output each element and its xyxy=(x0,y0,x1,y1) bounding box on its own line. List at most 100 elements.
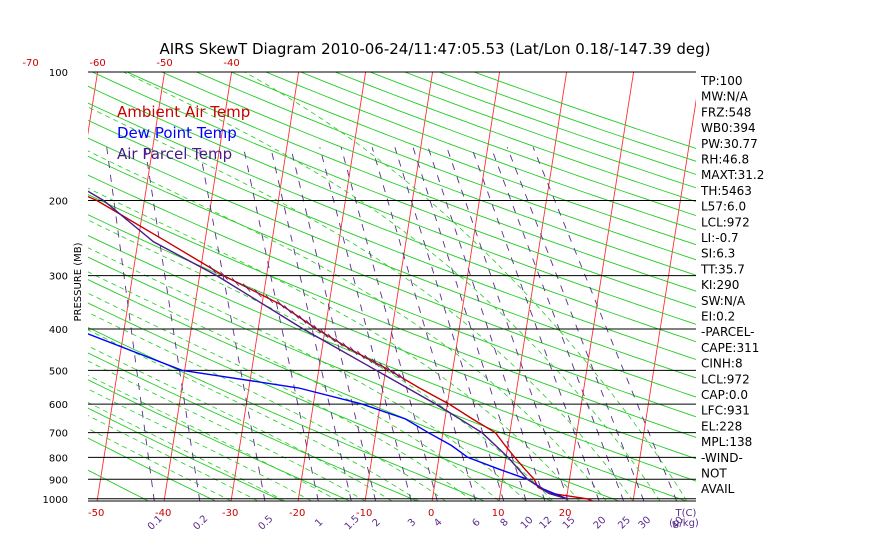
index-item: FRZ:548 xyxy=(701,105,751,119)
mixing-ratio-line xyxy=(290,147,377,501)
mixing-ratio-line xyxy=(243,147,319,501)
moist-adiabat-line xyxy=(243,72,688,501)
mixing-ratio-line xyxy=(319,147,412,501)
temp-tick-label: -50 xyxy=(88,508,104,519)
mixing-ratio-tick-label: 1 xyxy=(313,517,325,529)
dry-adiabat-line xyxy=(88,235,696,482)
pressure-axis-label: PRESSURE (MB) xyxy=(73,242,84,321)
pressure-tick-label: 600 xyxy=(49,400,68,411)
dry-adiabat-line xyxy=(88,137,696,379)
dry-adiabat-line xyxy=(473,72,696,149)
moist-adiabat-line xyxy=(88,150,607,501)
top-temp-tick-label: -60 xyxy=(89,58,105,69)
isotherm-line xyxy=(163,72,233,501)
mixing-ratio-tick-label: 0.5 xyxy=(256,514,275,533)
cape-hatch xyxy=(265,294,274,304)
moist-adiabat-line xyxy=(88,187,580,501)
mixing-ratio-line xyxy=(394,147,505,501)
cape-hatch xyxy=(208,265,217,274)
cape-hatch xyxy=(242,283,251,292)
mixing-ratio-line xyxy=(198,147,266,501)
cape-hatch xyxy=(291,310,300,319)
mixing-ratio-tick-label: 3 xyxy=(406,517,418,529)
index-item: TP:100 xyxy=(700,74,743,88)
dry-adiabat-line xyxy=(88,437,216,501)
pressure-tick-label: 300 xyxy=(49,272,68,283)
index-item: MPL:138 xyxy=(701,435,752,449)
dry-adiabat-line xyxy=(88,279,620,501)
moist-adiabat-line xyxy=(122,72,661,501)
dry-adiabat-line xyxy=(88,469,149,501)
cape-hatch xyxy=(364,354,373,364)
dry-adiabat-line xyxy=(88,407,283,501)
dry-adiabat-line xyxy=(161,72,696,276)
legend-parcel: Air Parcel Temp xyxy=(117,145,232,163)
index-item: CAP:0.0 xyxy=(701,388,748,402)
index-item: NOT xyxy=(701,467,727,481)
dry-adiabat-line xyxy=(88,102,696,343)
moist-adiabat-line xyxy=(88,401,285,501)
index-item: LCL:972 xyxy=(701,372,750,386)
cape-hatch xyxy=(392,369,400,379)
index-item: PW:30.77 xyxy=(701,137,758,151)
dry-adiabat-line xyxy=(88,214,696,460)
mixing-ratio-line xyxy=(340,147,438,501)
index-item: CINH:8 xyxy=(701,357,743,371)
pressure-tick-label: 700 xyxy=(49,429,68,440)
legend: Ambient Air Temp Dew Point Temp Air Parc… xyxy=(117,103,250,163)
moist-adiabat-line xyxy=(88,428,232,501)
background-grid xyxy=(88,72,870,501)
mixing-ratio-tick-label: 2 xyxy=(371,517,383,529)
dry-adiabat-line xyxy=(265,72,696,231)
isotherm-line xyxy=(96,72,166,501)
legend-dewpoint: Dew Point Temp xyxy=(117,124,237,142)
moist-adiabat-line xyxy=(88,292,473,501)
chart-title: AIRS SkewT Diagram 2010-06-24/11:47:05.5… xyxy=(159,40,710,58)
index-item: WB0:394 xyxy=(701,121,756,135)
index-item: CAPE:311 xyxy=(701,341,759,355)
pressure-tick-label: 200 xyxy=(49,196,68,207)
temp-tick-label: -20 xyxy=(289,508,305,519)
index-item: TT:35.7 xyxy=(700,262,745,276)
pressure-tick-label: 400 xyxy=(49,325,68,336)
temp-tick-label: 20 xyxy=(559,508,572,519)
index-item: LFC:931 xyxy=(701,404,750,418)
cape-hatch xyxy=(284,305,292,314)
moist-adiabat-line xyxy=(88,329,419,501)
temp-tick-label: 10 xyxy=(492,508,505,519)
isotherm-line xyxy=(297,72,367,501)
pressure-tick-label: 500 xyxy=(49,366,68,377)
temp-tick-label: -40 xyxy=(155,508,171,519)
mixing-ratio-line xyxy=(106,147,155,501)
isotherm-line xyxy=(834,72,870,501)
index-item: -WIND- xyxy=(701,451,743,465)
cape-hatch xyxy=(220,271,228,280)
dry-adiabat-line xyxy=(88,256,687,501)
index-item: SI:6.3 xyxy=(701,247,735,261)
dry-adiabat-line xyxy=(88,194,696,438)
cape-hatch xyxy=(342,342,351,351)
dry-adiabat-line xyxy=(88,85,696,325)
cape-hatch xyxy=(313,324,321,334)
cape-hatch xyxy=(276,299,285,309)
mixing-ratio-line xyxy=(412,147,527,501)
mixing-ratio-line xyxy=(144,147,201,501)
isotherm-line xyxy=(767,72,835,501)
temp-unit-label: T(C) xyxy=(675,508,697,519)
top-temp-tick-label: -70 xyxy=(22,58,38,69)
moist-adiabat-line xyxy=(88,247,527,501)
dry-adiabat-line xyxy=(335,72,696,203)
moist-adiabat-line xyxy=(88,219,553,501)
mixing-ratio-line xyxy=(490,147,625,501)
cape-hatch xyxy=(398,373,406,382)
dry-adiabat-line xyxy=(231,72,696,246)
top-temp-tick-label: -50 xyxy=(156,58,172,69)
mixing-ratio-line xyxy=(446,147,569,501)
cape-hatch xyxy=(320,329,329,338)
series-line xyxy=(88,195,594,501)
mixing-ratio-tick-label: 8 xyxy=(499,517,511,529)
index-item: EL:228 xyxy=(701,419,742,433)
